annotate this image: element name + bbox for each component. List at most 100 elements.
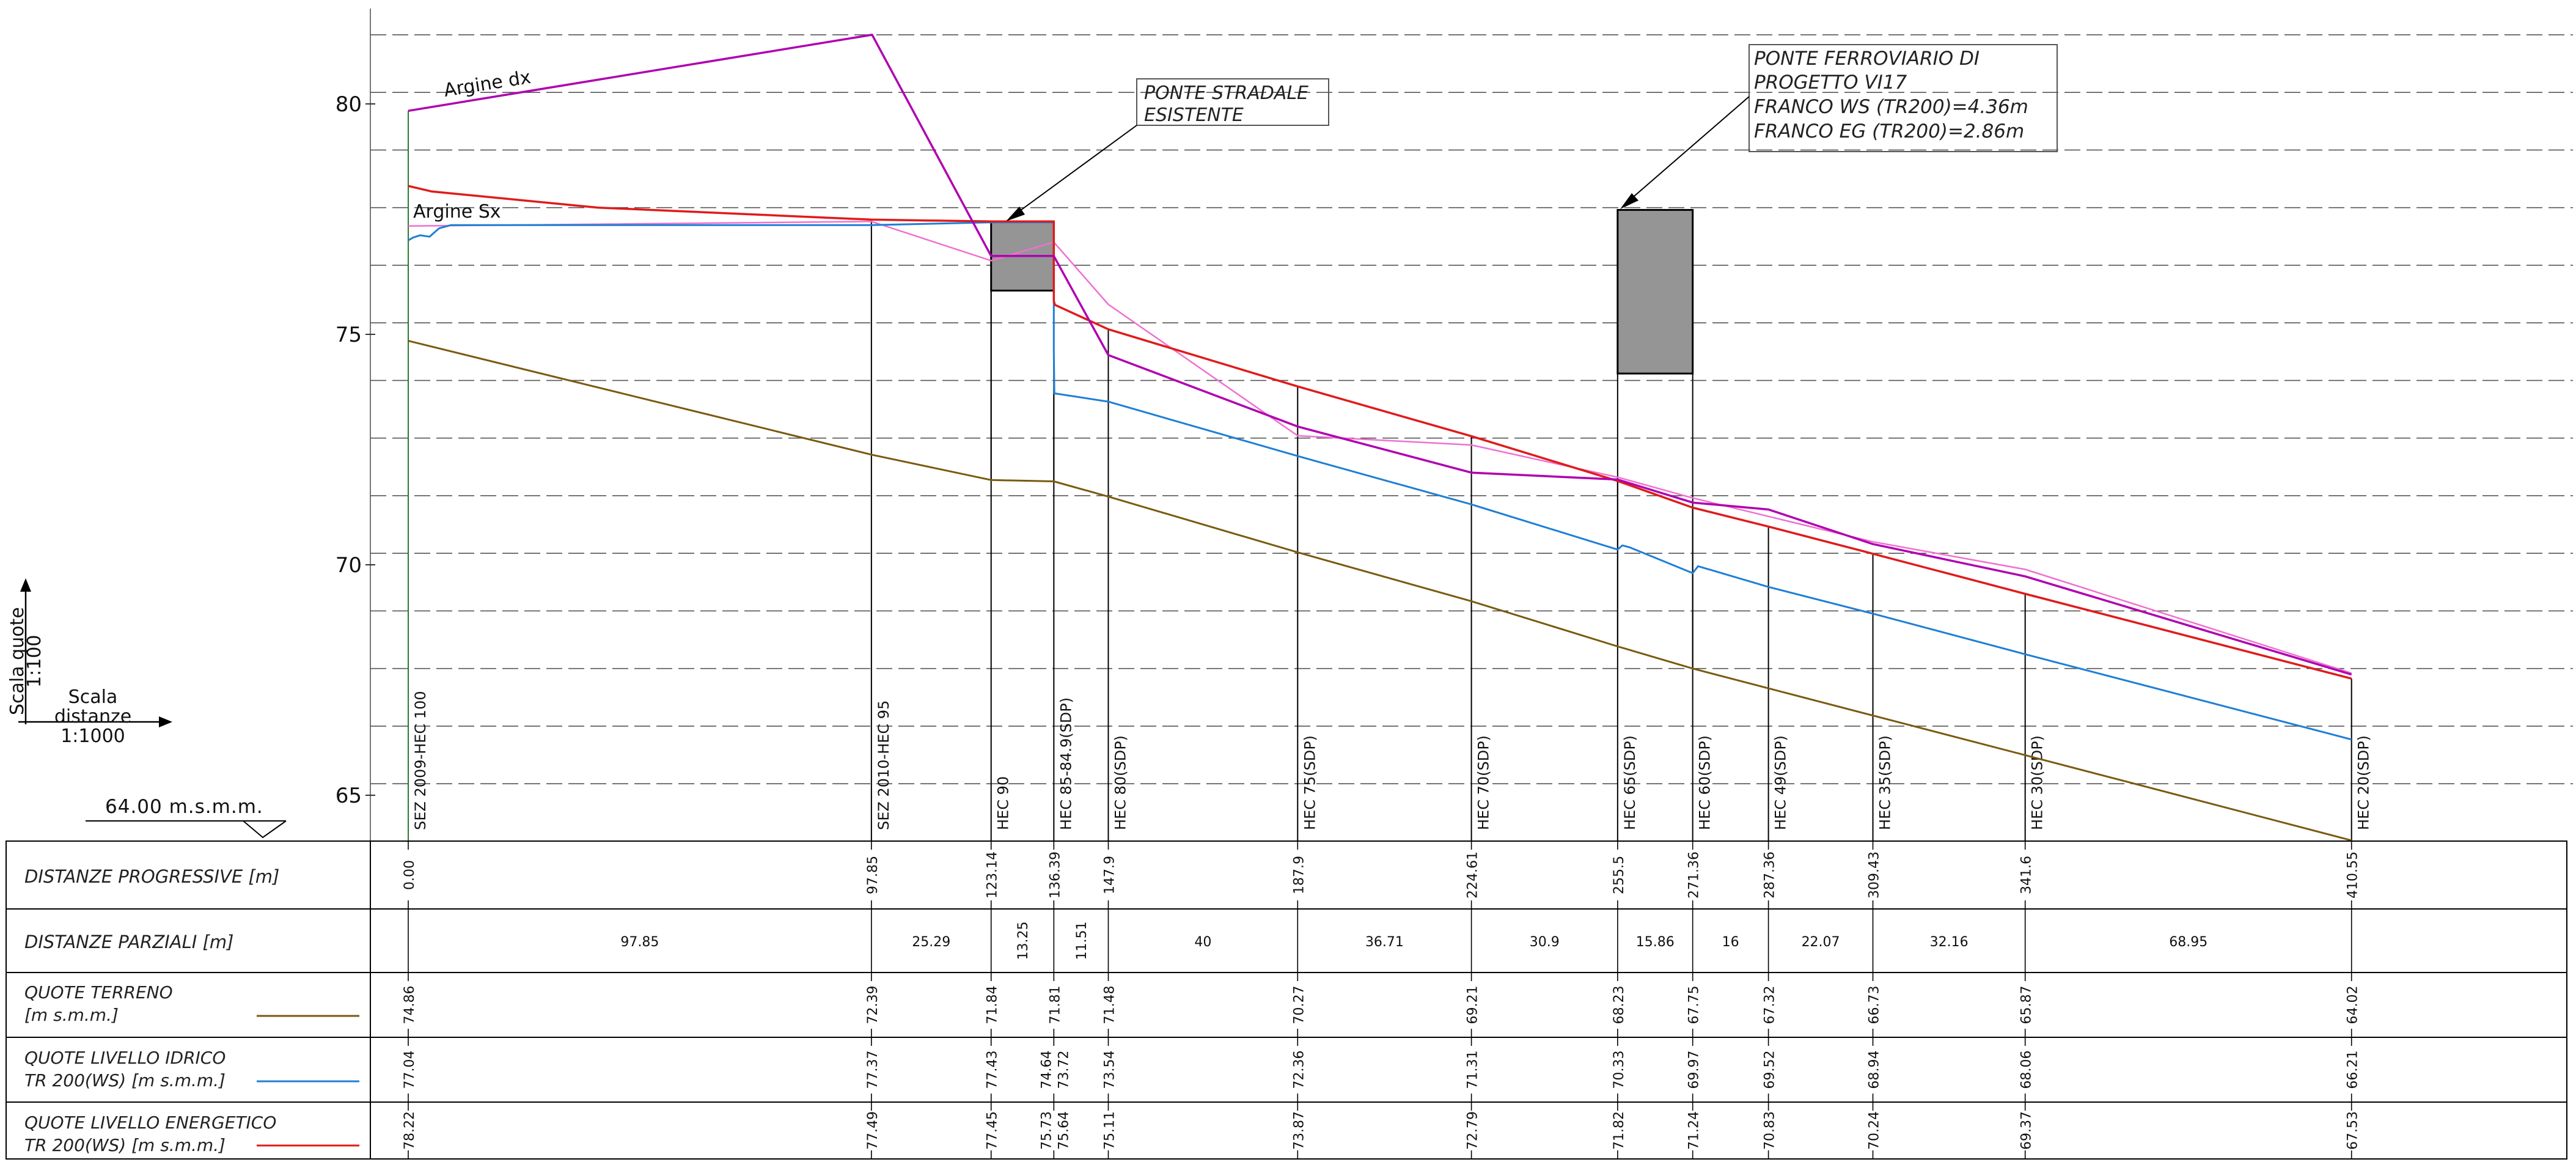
water-level-value: 77.37: [865, 1051, 881, 1089]
row-label-ground-1: QUOTE TERRENO: [24, 982, 173, 1002]
ground-level-value: 67.32: [1763, 986, 1778, 1024]
energy-level-value: 75.73: [1039, 1111, 1054, 1150]
horizontal-scale-label-1: Scala: [68, 686, 118, 708]
partial-distance-value: 97.85: [620, 935, 659, 950]
progressive-distance-value: 410.55: [2346, 851, 2361, 899]
y-tick-label: 70: [336, 553, 362, 578]
series-ground: [408, 340, 2352, 842]
section-name: HEC 60(SDP): [1697, 735, 1714, 830]
ground-level-value: 71.81: [1048, 986, 1063, 1024]
water-level-value: 73.72: [1056, 1051, 1071, 1089]
partial-distance-value: 32.16: [1930, 935, 1969, 950]
partial-distance-value: 22.07: [1802, 935, 1840, 950]
section-lines: SEZ 2009-HEC 100 SEZ 2010-HEC 95 HEC 90 HEC…: [408, 111, 2372, 841]
row-label-ground-2: [m s.m.m.]: [24, 1005, 119, 1025]
section-name: HEC 65(SDP): [1621, 735, 1638, 830]
railway-bridge-line-4: FRANCO EG (TR200)=2.86m: [1754, 120, 2024, 142]
water-level-value: 77.04: [402, 1051, 417, 1089]
progressive-distance-value: 97.85: [865, 856, 881, 894]
partial-distance-value: 30.9: [1530, 935, 1560, 950]
existing-bridge-line-2: ESISTENTE: [1144, 105, 1244, 126]
horizontal-scale-label-2: distanze: [54, 706, 131, 727]
water-level-value: 72.36: [1291, 1051, 1307, 1089]
progressive-distance-value: 255.5: [1612, 856, 1627, 894]
railway-bridge-line-1: PONTE FERROVIARIO DI: [1754, 48, 1980, 70]
energy-level-value: 75.11: [1102, 1111, 1117, 1150]
section-name: HEC 20(SDP): [2355, 735, 2372, 830]
energy-level-value: 71.24: [1687, 1111, 1702, 1150]
data-table: DISTANZE PROGRESSIVE [m] DISTANZE PARZIA…: [6, 840, 2567, 1160]
railway-bridge-line-2: PROGETTO VI17: [1754, 72, 1907, 94]
progressive-distance-value: 0.00: [402, 860, 417, 890]
water-level-value: 69.52: [1763, 1051, 1778, 1089]
y-tick-label: 80: [336, 92, 362, 117]
horizontal-scale-value: 1:1000: [61, 726, 125, 747]
progressive-distance-value: 136.39: [1048, 851, 1063, 899]
section-name: HEC 35(SDP): [1877, 735, 1894, 830]
section-name: HEC 30(SDP): [2029, 735, 2046, 830]
callout-arrowhead: [1620, 193, 1638, 209]
ground-level-value: 72.39: [865, 986, 881, 1024]
vertical-scale-value: 1:100: [24, 635, 45, 688]
row-label-energy-2: TR 200(WS) [m s.m.m.]: [24, 1135, 226, 1155]
water-level-value: 69.97: [1687, 1051, 1702, 1089]
section-name: SEZ 2010-HEC 95: [875, 701, 892, 830]
water-level-value: 66.21: [2346, 1051, 2361, 1089]
progressive-distance-value: 287.36: [1763, 851, 1778, 899]
row-label-progressive: DISTANZE PROGRESSIVE [m]: [24, 866, 279, 887]
y-tick-label: 65: [336, 784, 362, 808]
y-axis: 65 70 75 80: [336, 92, 375, 808]
progressive-distance-value: 309.43: [1867, 851, 1882, 899]
energy-level-value: 75.64: [1056, 1111, 1071, 1150]
water-level-value: 71.31: [1466, 1051, 1481, 1089]
partial-distance-value: 16: [1722, 935, 1739, 950]
ground-level-value: 67.75: [1687, 986, 1702, 1024]
section-name: SEZ 2009-HEC 100: [412, 691, 429, 830]
progressive-distance-value: 147.9: [1102, 856, 1117, 894]
bridge-deck: [1616, 208, 1694, 375]
railway-bridge-callout: PONTE FERROVIARIO DI PROGETTO VI17 FRANC…: [1620, 44, 2058, 209]
water-level-value: 68.06: [2019, 1051, 2035, 1089]
progressive-distance-value: 341.6: [2019, 856, 2035, 894]
ground-level-value: 65.87: [2019, 986, 2035, 1024]
vertical-scale-arrowhead: [20, 578, 31, 592]
argine-sx-label: Argine Sx: [413, 201, 501, 222]
series-energy: [408, 185, 2352, 680]
partial-distance-value: 68.95: [2169, 935, 2207, 950]
ground-level-value: 66.73: [1867, 986, 1882, 1024]
partial-distance-value: 40: [1194, 935, 1211, 950]
energy-level-value: 70.24: [1867, 1111, 1882, 1150]
energy-level-value: 69.37: [2019, 1111, 2035, 1150]
water-level-value: 77.43: [985, 1051, 1000, 1089]
section-name: HEC 70(SDP): [1475, 735, 1492, 830]
series-argine-dx: [408, 34, 2352, 676]
energy-level-value: 72.79: [1466, 1111, 1481, 1150]
progressive-distance-value: 187.9: [1291, 856, 1307, 894]
scale-legend: Scala quote 1:100 Scala distanze 1:1000: [7, 578, 172, 747]
water-level-value: 74.64: [1039, 1051, 1054, 1089]
water-level-value: 68.94: [1867, 1051, 1882, 1089]
table-cells: 0.00 74.86 77.04 78.22 97.85 72.39 77.37 77.49 1…: [402, 841, 2361, 1159]
railway-bridge-line-3: FRANCO WS (TR200)=4.36m: [1754, 96, 2028, 118]
energy-level-value: 70.83: [1763, 1111, 1778, 1150]
energy-level-value: 77.49: [865, 1111, 881, 1150]
ground-level-value: 71.84: [985, 986, 1000, 1024]
energy-level-value: 71.82: [1612, 1111, 1627, 1150]
ground-level-value: 68.23: [1612, 986, 1627, 1024]
partial-distance-value: 15.86: [1636, 935, 1675, 950]
datum-label: 64.00 m.s.m.m.: [105, 796, 263, 818]
horizontal-scale-arrowhead: [159, 716, 172, 727]
energy-level-value: 77.45: [985, 1111, 1000, 1150]
row-label-water-2: TR 200(WS) [m s.m.m.]: [24, 1070, 226, 1090]
y-tick-label: 75: [336, 323, 362, 347]
existing-bridge-callout: PONTE STRADALE ESISTENTE: [1006, 78, 1329, 221]
progressive-distance-value: 224.61: [1466, 851, 1481, 899]
section-name: HEC 49(SDP): [1772, 735, 1789, 830]
section-name: HEC 80(SDP): [1112, 735, 1129, 830]
ground-level-value: 64.02: [2346, 986, 2361, 1024]
progressive-distance-value: 271.36: [1687, 851, 1702, 899]
partial-distance-value: 25.29: [912, 935, 950, 950]
ground-level-value: 71.48: [1102, 986, 1117, 1024]
datum-marker: 64.00 m.s.m.m.: [86, 796, 287, 839]
